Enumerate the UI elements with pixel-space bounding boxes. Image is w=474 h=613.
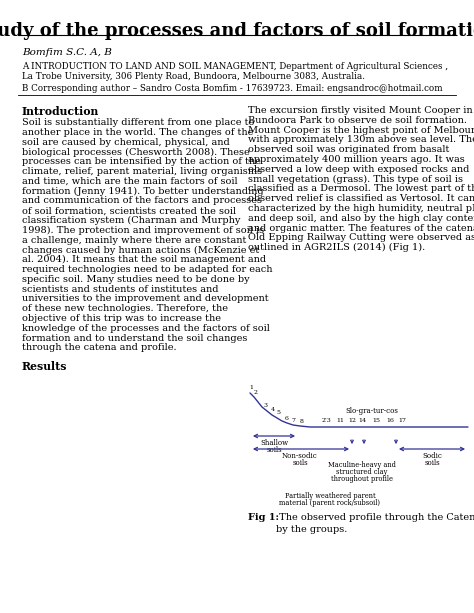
Text: 2: 2 — [254, 390, 258, 395]
Text: biological processes (Chesworth 2008). These: biological processes (Chesworth 2008). T… — [22, 147, 250, 156]
Text: soils: soils — [266, 446, 282, 454]
Text: objective of this trip was to increase the: objective of this trip was to increase t… — [22, 314, 221, 323]
Text: a challenge, mainly where there are constant: a challenge, mainly where there are cons… — [22, 235, 246, 245]
Text: characterized by the high humidity, neutral pH,: characterized by the high humidity, neut… — [248, 204, 474, 213]
Text: 2'3: 2'3 — [321, 418, 331, 423]
Text: another place in the world. The changes of the: another place in the world. The changes … — [22, 128, 254, 137]
Text: 17: 17 — [398, 418, 406, 423]
Text: Introduction: Introduction — [22, 106, 99, 117]
Text: Mount Cooper is the highest point of Melbourne: Mount Cooper is the highest point of Mel… — [248, 126, 474, 135]
Text: changes caused by human actions (McKenzie et: changes caused by human actions (McKenzi… — [22, 245, 259, 254]
Text: and deep soil, and also by the high clay content: and deep soil, and also by the high clay… — [248, 214, 474, 223]
Text: universities to the improvement and development: universities to the improvement and deve… — [22, 294, 269, 303]
Text: Partially weathered parent: Partially weathered parent — [284, 492, 375, 500]
Text: and organic matter. The features of the catena of: and organic matter. The features of the … — [248, 224, 474, 232]
Text: 11: 11 — [336, 418, 344, 423]
Text: Soil is substantially different from one place to: Soil is substantially different from one… — [22, 118, 255, 127]
Text: Shallow: Shallow — [260, 439, 288, 447]
Text: climate, relief, parent material, living organisms: climate, relief, parent material, living… — [22, 167, 262, 176]
Text: 5: 5 — [276, 410, 280, 415]
Text: La Trobe University, 306 Plenty Road, Bundoora, Melbourne 3083, Australia.: La Trobe University, 306 Plenty Road, Bu… — [22, 72, 365, 81]
Text: classified as a Dermosol. The lowest part of the: classified as a Dermosol. The lowest par… — [248, 185, 474, 193]
Text: and time, which are the main factors of soil: and time, which are the main factors of … — [22, 177, 237, 186]
Text: 15: 15 — [372, 418, 380, 423]
Text: outlined in AGR2ILS (2014) (Fig 1).: outlined in AGR2ILS (2014) (Fig 1). — [248, 243, 425, 253]
Text: scientists and students of institutes and: scientists and students of institutes an… — [22, 284, 219, 294]
Text: 14: 14 — [358, 418, 366, 423]
Text: small vegetation (grass). This type of soil is: small vegetation (grass). This type of s… — [248, 175, 463, 184]
Text: Bomfim S.C. A, B: Bomfim S.C. A, B — [22, 48, 112, 57]
Text: structured clay: structured clay — [337, 468, 388, 476]
Text: The excursion firstly visited Mount Cooper in: The excursion firstly visited Mount Coop… — [248, 106, 473, 115]
Text: material (parent rock/subsoil): material (parent rock/subsoil) — [280, 499, 381, 507]
Text: soils: soils — [292, 459, 308, 467]
Text: and communication of the factors and processes: and communication of the factors and pro… — [22, 196, 262, 205]
Text: 7: 7 — [292, 418, 296, 423]
Text: knowledge of the processes and the factors of soil: knowledge of the processes and the facto… — [22, 324, 270, 333]
Text: formation (Jenny 1941). To better understanding: formation (Jenny 1941). To better unders… — [22, 186, 264, 196]
Text: 8: 8 — [300, 419, 304, 424]
Text: Study of the processes and factors of soil formation: Study of the processes and factors of so… — [0, 22, 474, 40]
Text: throughout profile: throughout profile — [331, 475, 393, 483]
Text: through the catena and profile.: through the catena and profile. — [22, 343, 177, 352]
Text: specific soil. Many studies need to be done by: specific soil. Many studies need to be d… — [22, 275, 250, 284]
Text: A INTRODUCTION TO LAND AND SOIL MANAGEMENT, Department of Agricultural Sciences : A INTRODUCTION TO LAND AND SOIL MANAGEME… — [22, 62, 448, 71]
Text: Non-sodic: Non-sodic — [282, 452, 318, 460]
Text: 4: 4 — [271, 407, 275, 412]
Text: soil are caused by chemical, physical, and: soil are caused by chemical, physical, a… — [22, 137, 230, 147]
Text: observed soil was originated from basalt: observed soil was originated from basalt — [248, 145, 449, 154]
Text: formation and to understand the soil changes: formation and to understand the soil cha… — [22, 333, 247, 343]
Text: observed a low deep with exposed rocks and: observed a low deep with exposed rocks a… — [248, 165, 469, 174]
Text: 16: 16 — [386, 418, 394, 423]
Text: Results: Results — [22, 361, 67, 372]
Text: with approximately 130m above sea level. The: with approximately 130m above sea level.… — [248, 135, 474, 145]
Text: Bundoora Park to observe de soil formation.: Bundoora Park to observe de soil formati… — [248, 116, 467, 125]
Text: 1: 1 — [249, 385, 253, 390]
Text: classification system (Charman and Murphy: classification system (Charman and Murph… — [22, 216, 240, 225]
Text: Slo-gra-tur-cos: Slo-gra-tur-cos — [346, 407, 399, 415]
Text: The observed profile through the Catena
by the groups.: The observed profile through the Catena … — [276, 513, 474, 534]
Text: observed relief is classified as Vertosol. It can be: observed relief is classified as Vertoso… — [248, 194, 474, 203]
Text: al. 2004). It means that the soil management and: al. 2004). It means that the soil manage… — [22, 255, 266, 264]
Text: processes can be intensified by the action of the: processes can be intensified by the acti… — [22, 157, 261, 166]
Text: required technologies need to be adapted for each: required technologies need to be adapted… — [22, 265, 273, 274]
Text: approximately 400 million years ago. It was: approximately 400 million years ago. It … — [248, 155, 465, 164]
Text: B Corresponding author – Sandro Costa Bomfim - 17639723. Email: engsandroc@hotma: B Corresponding author – Sandro Costa Bo… — [22, 84, 443, 93]
Text: Old Epping Railway Cutting were observed as: Old Epping Railway Cutting were observed… — [248, 234, 474, 242]
Text: of these new technologies. Therefore, the: of these new technologies. Therefore, th… — [22, 304, 228, 313]
Text: Fig 1:: Fig 1: — [248, 513, 279, 522]
Text: 1998). The protection and improvement of soil is: 1998). The protection and improvement of… — [22, 226, 264, 235]
Text: Sodic: Sodic — [422, 452, 442, 460]
Text: 6: 6 — [285, 416, 289, 421]
Text: 12: 12 — [348, 418, 356, 423]
Text: of soil formation, scientists created the soil: of soil formation, scientists created th… — [22, 206, 236, 215]
Text: Maculine-heavy and: Maculine-heavy and — [328, 461, 396, 469]
Text: 3: 3 — [263, 403, 267, 408]
Text: soils: soils — [424, 459, 440, 467]
